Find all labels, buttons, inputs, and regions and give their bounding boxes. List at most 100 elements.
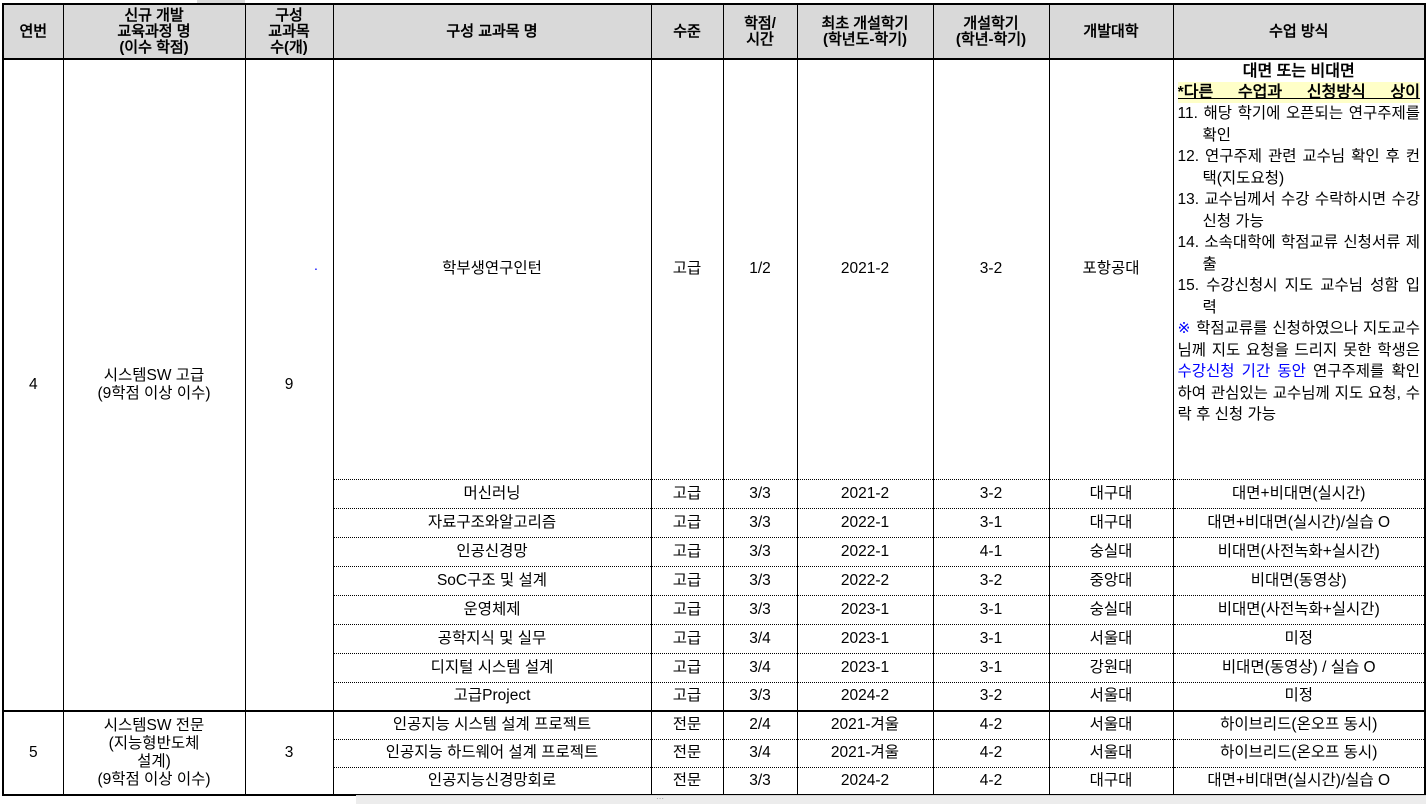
group5-name: 시스템SW 전문 (지능형반도체 설계) (9학점 이상 이수) xyxy=(62,710,246,795)
subject-univ: 강원대 xyxy=(1048,652,1174,682)
table-row: 인공신경망 고급 3/3 2022-1 4-1 숭실대 비대면(사전녹화+실시간… xyxy=(3,536,1426,566)
subject-credit: 3/3 xyxy=(722,565,798,595)
horizontal-scrollbar[interactable]: ⋯ xyxy=(356,794,1426,804)
subject-level: 고급 xyxy=(650,536,724,566)
subject-name: 운영체제 xyxy=(332,594,652,624)
subject-term: 3-1 xyxy=(932,652,1050,682)
subject-name: 고급Project xyxy=(332,681,652,711)
footnote-text: 학점교류를 신청하였으나 지도교수님께 지도 요청을 드리지 못한 학생은 xyxy=(1177,320,1421,359)
scrollbar-grip-icon[interactable]: ⋯ xyxy=(656,794,665,803)
method-step: 13. 교수님께서 수강 수락하시면 수강신청 가능 xyxy=(1177,191,1421,230)
subject-first-term: 2022-2 xyxy=(796,565,934,595)
subject-univ: 숭실대 xyxy=(1048,536,1174,566)
method-note-cell: 대면 또는 비대면 *다른 수업과 신청방식 상이 11. 해당 학기에 오픈되… xyxy=(1172,59,1426,479)
table-row: 공학지식 및 실무 고급 3/4 2023-1 3-1 서울대 미정 xyxy=(3,623,1426,653)
table-row: 디지털 시스템 설계 고급 3/4 2023-1 3-1 강원대 비대면(동영상… xyxy=(3,652,1426,682)
subject-first-term: 2023-1 xyxy=(796,594,934,624)
table-row: 자료구조와알고리즘 고급 3/3 2022-1 3-1 대구대 대면+비대면(실… xyxy=(3,507,1426,537)
footnote-blue-text: 수강신청 기간 동안 xyxy=(1177,363,1306,380)
method-highlight-warning: *다른 수업과 신청방식 상이 xyxy=(1177,82,1420,103)
subject-univ: 서울대 xyxy=(1048,681,1174,711)
col-header-subject: 구성 교과목 명 xyxy=(332,3,652,60)
footnote-text: 연구주제를 확인하여 관심있는 교수님께 지도 요청, 수락 후 신청 가능 xyxy=(1177,363,1421,423)
subject-method: 비대면(동영상) xyxy=(1172,565,1426,595)
col-header-curriculum: 신규 개발 교육과정 명 (이수 학점) xyxy=(62,3,246,60)
subject-first-term: 2022-1 xyxy=(796,536,934,566)
subject-term: 3-2 xyxy=(932,478,1050,508)
group5-no: 5 xyxy=(2,710,64,795)
table-row: 머신러닝 고급 3/3 2021-2 3-2 대구대 대면+비대면(실시간) xyxy=(3,478,1426,508)
subject-name: 학부생연구인턴 xyxy=(332,59,652,479)
subject-method: 대면+비대면(실시간) xyxy=(1172,478,1426,508)
subject-credit: 3/3 xyxy=(722,507,798,537)
subject-credit: 2/4 xyxy=(722,710,798,739)
subject-first-term: 2021-2 xyxy=(796,478,934,508)
subject-term: 4-1 xyxy=(932,536,1050,566)
subject-univ: 서울대 xyxy=(1048,710,1174,739)
method-step: 15. 수강신청시 지도 교수님 성함 입력 xyxy=(1177,277,1421,316)
method-step: 14. 소속대학에 학점교류 신청서류 제출 xyxy=(1177,234,1421,273)
subject-univ: 서울대 xyxy=(1048,623,1174,653)
top-edge-artifact xyxy=(197,0,245,3)
subject-first-term: 2023-1 xyxy=(796,652,934,682)
group4-name: 시스템SW 고급 (9학점 이상 이수) xyxy=(62,59,246,711)
subject-term: 3-1 xyxy=(932,623,1050,653)
subject-name: 인공지능 시스템 설계 프로젝트 xyxy=(332,710,652,739)
subject-level: 고급 xyxy=(650,594,724,624)
subject-credit: 1/2 xyxy=(722,59,798,479)
subject-term: 3-1 xyxy=(932,594,1050,624)
subject-credit: 3/3 xyxy=(722,478,798,508)
subject-name: 디지털 시스템 설계 xyxy=(332,652,652,682)
table-row: SoC구조 및 설계 고급 3/3 2022-2 3-2 중앙대 비대면(동영상… xyxy=(3,565,1426,595)
method-title: 대면 또는 비대면 xyxy=(1242,63,1355,80)
table-row: 운영체제 고급 3/3 2023-1 3-1 숭실대 비대면(사전녹화+실시간) xyxy=(3,594,1426,624)
subject-univ: 숭실대 xyxy=(1048,594,1174,624)
subject-method: 하이브리드(온오프 동시) xyxy=(1172,710,1426,739)
subject-first-term: 2024-2 xyxy=(796,681,934,711)
subject-credit: 3/3 xyxy=(722,594,798,624)
header-row: 연번 신규 개발 교육과정 명 (이수 학점) 구성 교과목 수(개) 구성 교… xyxy=(2,3,1426,60)
subject-method: 대면+비대면(실시간)/실습 O xyxy=(1172,507,1426,537)
subject-credit: 3/3 xyxy=(722,766,798,795)
subject-credit: 3/4 xyxy=(722,623,798,653)
subject-credit: 3/3 xyxy=(722,536,798,566)
subject-level: 전문 xyxy=(650,738,724,767)
subject-univ: 대구대 xyxy=(1048,478,1174,508)
group4-count: 9 xyxy=(244,59,334,711)
col-header-method: 수업 방식 xyxy=(1172,3,1426,60)
subject-univ: 서울대 xyxy=(1048,738,1174,767)
table-row: 5 시스템SW 전문 (지능형반도체 설계) (9학점 이상 이수) 3 인공지… xyxy=(2,710,1426,795)
subject-term: 4-2 xyxy=(932,766,1050,795)
subject-first-term: 2022-1 xyxy=(796,507,934,537)
table-row: 고급Project 고급 3/3 2024-2 3-2 서울대 미정 xyxy=(3,681,1426,711)
subject-level: 고급 xyxy=(650,565,724,595)
col-header-count: 구성 교과목 수(개) xyxy=(244,3,334,60)
subject-level: 전문 xyxy=(650,710,724,739)
subject-univ: 포항공대 xyxy=(1048,59,1174,479)
method-step: 12. 연구주제 관련 교수님 확인 후 컨택(지도요청) xyxy=(1177,148,1421,187)
subject-first-term: 2021-2 xyxy=(796,59,934,479)
subject-name: 공학지식 및 실무 xyxy=(332,623,652,653)
subject-term: 3-2 xyxy=(932,681,1050,711)
subject-first-term: 2021-겨울 xyxy=(796,738,934,767)
course-table: 연번 신규 개발 교육과정 명 (이수 학점) 구성 교과목 수(개) 구성 교… xyxy=(2,3,1426,796)
subject-level: 고급 xyxy=(650,623,724,653)
subject-level: 고급 xyxy=(650,478,724,508)
subject-level: 고급 xyxy=(650,59,724,479)
subject-credit: 3/3 xyxy=(722,681,798,711)
subject-term: 3-1 xyxy=(932,507,1050,537)
subject-term: 4-2 xyxy=(932,710,1050,739)
subject-univ: 대구대 xyxy=(1048,507,1174,537)
subject-name: 자료구조와알고리즘 xyxy=(332,507,652,537)
col-header-univ: 개발대학 xyxy=(1048,3,1174,60)
col-header-level: 수준 xyxy=(650,3,724,60)
group4-no: 4 xyxy=(2,59,64,711)
subject-level: 고급 xyxy=(650,652,724,682)
stray-period-mark: . xyxy=(314,257,318,273)
subject-method: 미정 xyxy=(1172,623,1426,653)
method-footnote: ※ 학점교류를 신청하였으나 지도교수님께 지도 요청을 드리지 못한 학생은 … xyxy=(1178,318,1421,426)
subject-level: 전문 xyxy=(650,766,724,795)
table-row: 4 시스템SW 고급 (9학점 이상 이수) 9 학부생연구인턴 고급 1/2 … xyxy=(2,59,1426,711)
col-header-credit: 학점/ 시간 xyxy=(722,3,798,60)
